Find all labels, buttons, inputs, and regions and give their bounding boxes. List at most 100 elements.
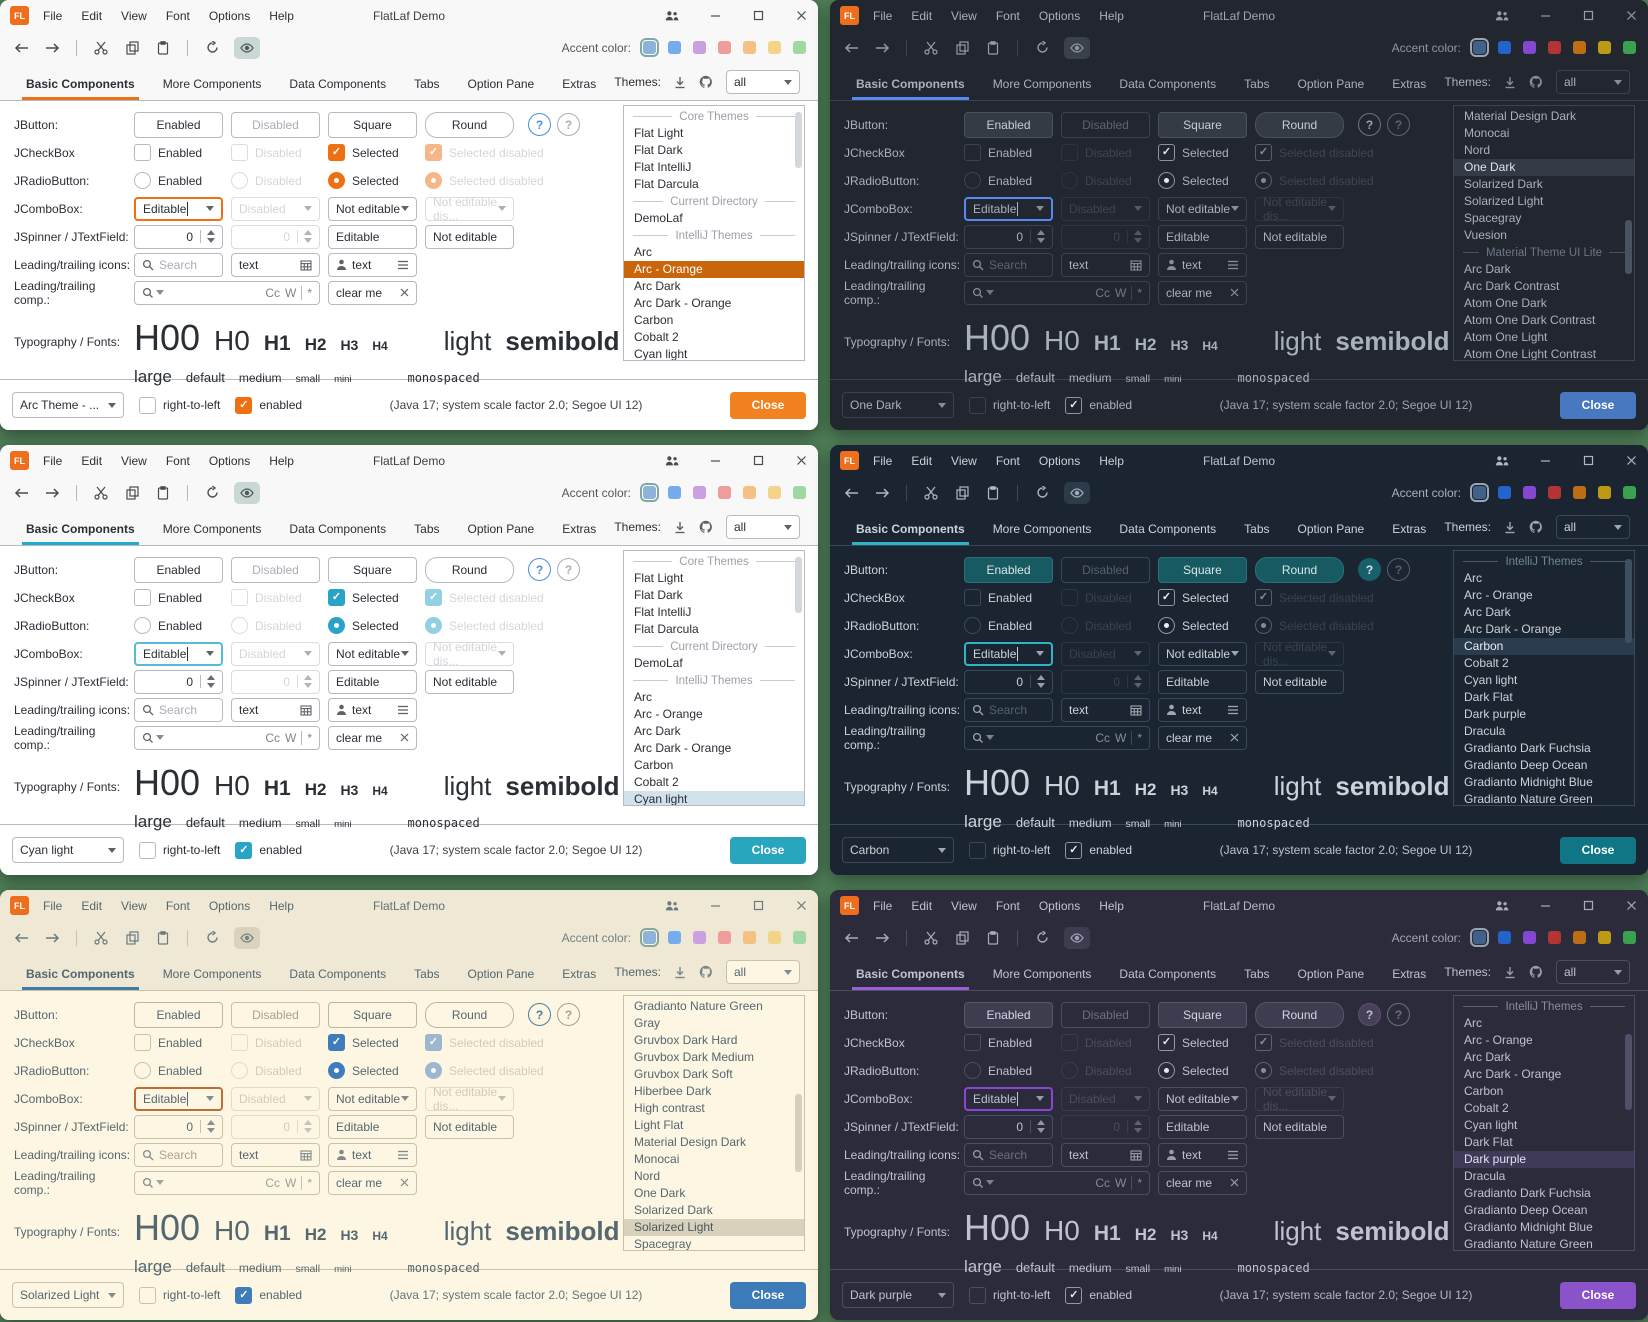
editable-textfield[interactable]: Editable [328,1114,417,1139]
menu-file[interactable]: File [43,453,63,468]
menu-font[interactable]: Font [995,898,1020,913]
help-button-secondary[interactable]: ? [1387,558,1410,581]
menu-file[interactable]: File [873,8,893,23]
copy-icon[interactable] [953,484,971,502]
tab-option-pane[interactable]: Option Pane [467,77,535,91]
theme-list-item[interactable]: Arc [1464,571,1482,585]
accent-swatch[interactable] [768,41,781,54]
theme-list-item[interactable]: Cobalt 2 [1464,1101,1509,1115]
maximize-icon[interactable] [1581,899,1595,913]
theme-list[interactable]: Gradianto Nature Green Gray Gruvbox Dark H… [623,995,805,1251]
themes-filter-combo[interactable]: all [726,70,800,94]
whole-words-button[interactable]: W [285,285,297,300]
spinner-arrows-icon[interactable] [1030,675,1045,688]
accent-swatch[interactable] [768,486,781,499]
theme-list-item[interactable]: Arc Dark - Orange [634,296,732,310]
spinner[interactable]: 0 [134,1114,223,1139]
accent-swatch[interactable] [1523,931,1536,944]
radio-enabled[interactable]: Enabled [964,172,1053,189]
menu-file[interactable]: File [873,453,893,468]
spinner-arrows-icon[interactable] [1030,1120,1045,1133]
editable-combobox[interactable]: Editable [964,1086,1053,1111]
square-button[interactable]: Square [1158,111,1247,138]
help-button-secondary[interactable]: ? [557,113,580,136]
copy-icon[interactable] [953,39,971,57]
theme-list-item[interactable]: Carbon [1454,638,1634,655]
theme-list-item[interactable]: Dracula [1464,1169,1506,1183]
theme-combo[interactable]: Arc Theme - ... [12,392,124,418]
theme-list-item[interactable]: Carbon [634,313,674,327]
accent-swatch[interactable] [743,486,756,499]
enabled-button[interactable]: Enabled [964,556,1053,583]
search-component-field[interactable]: Cc W * [134,1170,320,1195]
maximize-icon[interactable] [1581,9,1595,23]
tab-more-components[interactable]: More Components [992,77,1092,91]
tab-option-pane[interactable]: Option Pane [1297,967,1365,981]
forward-icon[interactable] [43,39,61,57]
theme-list[interactable]: IntelliJ Themes Arc Arc - Orange Arc Dark Ar… [1453,995,1635,1251]
theme-list-item[interactable]: Monocai [1464,126,1510,140]
minimize-icon[interactable] [708,9,722,23]
help-button[interactable]: ? [528,113,551,136]
tab-data-components[interactable]: Data Components [1119,967,1217,981]
tab-more-components[interactable]: More Components [162,522,262,536]
clear-field[interactable]: clear me [328,725,417,750]
theme-list-item[interactable]: Atom One Dark Contrast [1464,313,1596,327]
tab-more-components[interactable]: More Components [162,967,262,981]
theme-list-item[interactable]: Monocai [634,1152,680,1166]
square-button[interactable]: Square [1158,556,1247,583]
menu-options[interactable]: Options [1038,453,1081,468]
radio-selected[interactable]: Selected [328,617,417,634]
scrollbar-thumb[interactable] [1625,1034,1632,1110]
square-button[interactable]: Square [328,556,417,583]
menu-view[interactable]: View [951,453,977,468]
minimize-icon[interactable] [1538,454,1552,468]
tab-data-components[interactable]: Data Components [289,522,387,536]
accent-swatch[interactable] [743,41,756,54]
theme-combo[interactable]: Cyan light [12,837,124,863]
theme-list-item[interactable]: Arc - Orange [1464,588,1533,602]
theme-list-item[interactable]: Cyan light [1464,1118,1518,1132]
round-button[interactable]: Round [425,556,514,583]
editable-textfield[interactable]: Editable [1158,669,1247,694]
match-case-button[interactable]: Cc [265,1175,280,1190]
tab-tabs[interactable]: Tabs [1244,522,1270,536]
match-case-button[interactable]: Cc [1095,730,1110,745]
download-icon[interactable] [674,76,686,89]
menu-font[interactable]: Font [995,453,1020,468]
copy-icon[interactable] [123,929,141,947]
calendar-icon[interactable] [1130,704,1142,716]
theme-list-item[interactable]: Gradianto Deep Ocean [1464,758,1588,772]
theme-list-item[interactable]: Flat IntelliJ [634,605,692,619]
close-icon[interactable] [794,899,808,913]
calendar-icon[interactable] [300,259,312,271]
theme-list-item[interactable]: High contrast [634,1101,705,1115]
accent-swatch[interactable] [1573,931,1586,944]
tab-option-pane[interactable]: Option Pane [467,522,535,536]
right-to-left-checkbox[interactable]: right-to-left [969,396,1050,414]
github-icon[interactable] [699,965,713,979]
enabled-button[interactable]: Enabled [964,1001,1053,1028]
clear-x-icon[interactable] [1230,1178,1239,1187]
not-editable-combobox[interactable]: Not editable [1158,196,1247,221]
menu-edit[interactable]: Edit [911,8,933,23]
search-component-field[interactable]: Cc W * [134,725,320,750]
enabled-checkbox[interactable]: ✓ enabled [235,396,302,414]
not-editable-combobox[interactable]: Not editable [1158,641,1247,666]
menu-help[interactable]: Help [1099,898,1124,913]
theme-combo[interactable]: Carbon [842,837,954,863]
enabled-button[interactable]: Enabled [134,111,223,138]
accent-swatch[interactable] [1473,931,1486,944]
search-component-field[interactable]: Cc W * [964,1170,1150,1195]
user-input[interactable]: text [1158,1142,1247,1167]
theme-list-scrollbar[interactable] [1625,553,1632,803]
match-case-button[interactable]: Cc [265,285,280,300]
theme-list-item[interactable]: Gray [634,1016,661,1030]
show-hidden-toggle[interactable] [1064,926,1090,949]
cut-icon[interactable] [922,484,940,502]
copy-icon[interactable] [953,929,971,947]
github-icon[interactable] [1529,965,1543,979]
whole-words-button[interactable]: W [1115,285,1127,300]
regex-button[interactable]: * [1137,730,1142,745]
tab-extras[interactable]: Extras [1392,967,1427,981]
